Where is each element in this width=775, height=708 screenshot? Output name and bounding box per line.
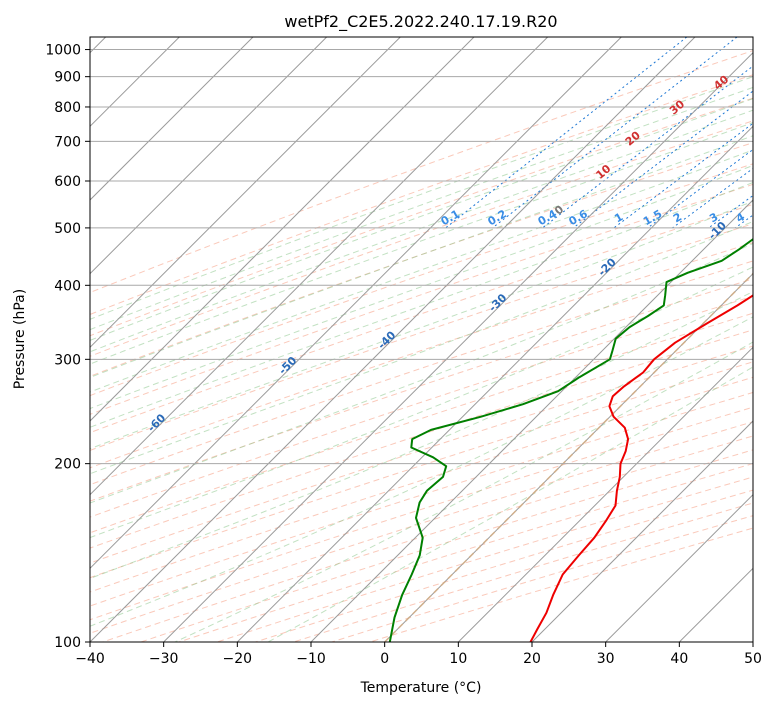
chart-title: wetPf2_C2E5.2022.240.17.19.R20 — [284, 12, 557, 32]
moist-adiabat — [90, 76, 753, 320]
plot-frame — [89, 36, 754, 643]
isotherm — [310, 199, 753, 642]
moist-adiabat — [90, 242, 753, 504]
isotherm-zero — [384, 272, 753, 642]
y-tick-label: 600 — [54, 174, 81, 190]
y-tick-label: 200 — [54, 457, 81, 473]
background-lines — [90, 37, 753, 642]
dry-adiabat — [90, 242, 753, 469]
x-tick-label: 40 — [670, 651, 688, 667]
isotherm — [90, 37, 401, 349]
dry-adiabat — [90, 361, 753, 579]
temperature-profile-line — [529, 294, 753, 642]
isotherm — [163, 51, 753, 642]
dry-adiabat — [90, 278, 753, 502]
isotherm — [90, 37, 475, 422]
isotherm — [457, 346, 753, 642]
moist-adiabat — [90, 86, 753, 331]
mixing-ratio-line — [647, 148, 753, 229]
dry-adiabat — [90, 376, 753, 593]
x-tick-label: 30 — [597, 651, 615, 667]
x-tick-label: 0 — [380, 651, 389, 667]
moist-adiabat — [90, 200, 753, 450]
y-tick-label: 300 — [54, 352, 81, 368]
isotherm — [90, 37, 549, 496]
axis-ticks: −40 −30 −20 −10 0 10 20 30 40 50 100 200 300 400 500 60… — [45, 43, 762, 667]
moist-adiabat — [90, 164, 753, 410]
y-tick-label: 500 — [54, 221, 81, 237]
dry-adiabat — [90, 223, 753, 451]
dry-adiabat — [90, 97, 753, 337]
isotherm — [236, 125, 753, 642]
dry-adiabat — [90, 163, 753, 397]
moist-adiabat — [267, 366, 753, 642]
y-tick-label: 400 — [54, 278, 81, 294]
isotherm — [605, 493, 753, 642]
y-tick-label: 100 — [54, 635, 81, 651]
x-tick-label: −40 — [75, 651, 105, 667]
y-tick-label: 900 — [54, 70, 81, 86]
isotherm — [531, 420, 753, 642]
mixing-ratio-line — [542, 65, 753, 229]
dry-adiabat — [90, 74, 753, 316]
y-tick-label: 800 — [54, 100, 81, 116]
dry-adiabat — [90, 329, 753, 549]
x-axis-title: Temperature (°C) — [360, 680, 482, 696]
moist-adiabat — [90, 266, 753, 539]
moist-adiabat — [90, 291, 753, 579]
moist-adiabat — [90, 98, 753, 341]
moist-adiabat — [90, 109, 753, 353]
x-tick-label: 50 — [744, 651, 762, 667]
dry-adiabat — [90, 142, 753, 377]
mixing-ratio-line — [445, 37, 688, 229]
profile-series — [388, 237, 753, 642]
pressure-grid-lines — [90, 49, 753, 465]
x-tick-label: −20 — [223, 651, 253, 667]
isotherm-lines — [90, 37, 753, 642]
x-tick-label: −30 — [149, 651, 179, 667]
isotherm — [90, 37, 328, 275]
y-tick-label: 700 — [54, 134, 81, 150]
dry-adiabat — [90, 50, 753, 294]
dry-adiabat — [90, 312, 753, 534]
y-axis-title: Pressure (hPa) — [12, 289, 28, 389]
y-tick-label: 1000 — [45, 43, 81, 59]
dewpoint-profile-line — [388, 237, 753, 642]
x-tick-label: 20 — [523, 651, 541, 667]
x-tick-label: −10 — [296, 651, 326, 667]
moist-adiabat — [90, 181, 753, 428]
isotherm — [90, 37, 696, 642]
mixing-ratio-line — [492, 37, 738, 229]
x-tick-label: 10 — [449, 651, 467, 667]
isotherm — [90, 37, 622, 570]
isotherm — [90, 37, 254, 201]
